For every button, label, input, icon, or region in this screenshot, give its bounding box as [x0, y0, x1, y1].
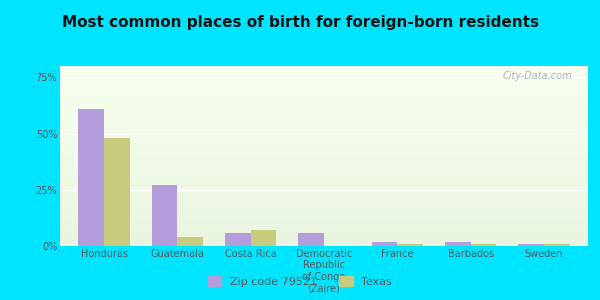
Text: City-Data.com: City-Data.com [503, 71, 572, 81]
Bar [225, 232, 251, 246]
Bar [518, 244, 544, 246]
Bar [178, 237, 203, 246]
Text: Most common places of birth for foreign-born residents: Most common places of birth for foreign-… [62, 15, 539, 30]
Bar [544, 244, 569, 246]
Legend: Zip code 79521, Texas: Zip code 79521, Texas [203, 272, 397, 291]
Bar [371, 242, 397, 246]
Bar [104, 138, 130, 246]
Bar [79, 109, 104, 246]
Bar [251, 230, 277, 246]
Bar [470, 244, 496, 246]
Bar [152, 185, 178, 246]
Bar [445, 242, 470, 246]
Bar [397, 244, 423, 246]
Bar [298, 232, 324, 246]
